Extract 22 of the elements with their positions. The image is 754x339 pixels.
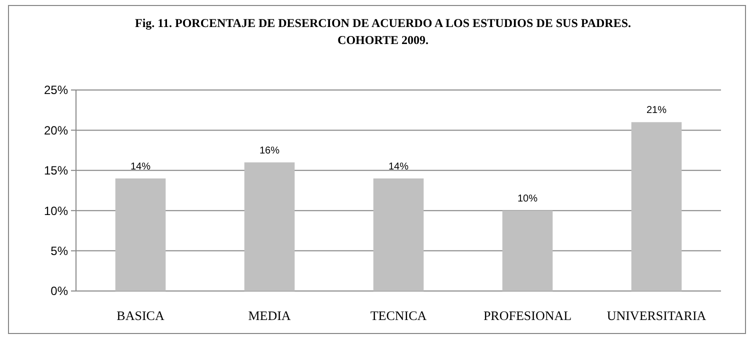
y-tick-label: 5% — [50, 244, 68, 258]
data-label: 21% — [646, 105, 667, 116]
x-tick-label: BASICA — [116, 308, 165, 323]
y-tick-label: 0% — [50, 284, 68, 298]
bar — [631, 122, 682, 291]
y-tick-label: 20% — [44, 123, 68, 138]
data-label: 14% — [388, 161, 409, 172]
y-tick-label: 25% — [44, 83, 68, 98]
x-tick-label: PROFESIONAL — [483, 308, 572, 323]
bar — [373, 178, 424, 291]
bar — [115, 178, 166, 291]
y-tick-label: 10% — [44, 204, 68, 218]
bar — [502, 210, 553, 291]
x-tick-label: TECNICA — [370, 308, 428, 323]
y-tick-label: 15% — [44, 164, 68, 178]
data-label: 16% — [259, 145, 280, 156]
data-label: 10% — [517, 194, 538, 205]
x-tick-label: MEDIA — [248, 308, 292, 323]
x-tick-label: UNIVERSITARIA — [606, 308, 707, 323]
chart-title: Fig. 11. PORCENTAJE DE DESERCION DE ACUERDO A LOS ESTUDIOS DE SUS PADRES. COHORTE 2009. — [135, 16, 631, 47]
data-label: 14% — [130, 161, 151, 172]
bar — [244, 162, 295, 291]
